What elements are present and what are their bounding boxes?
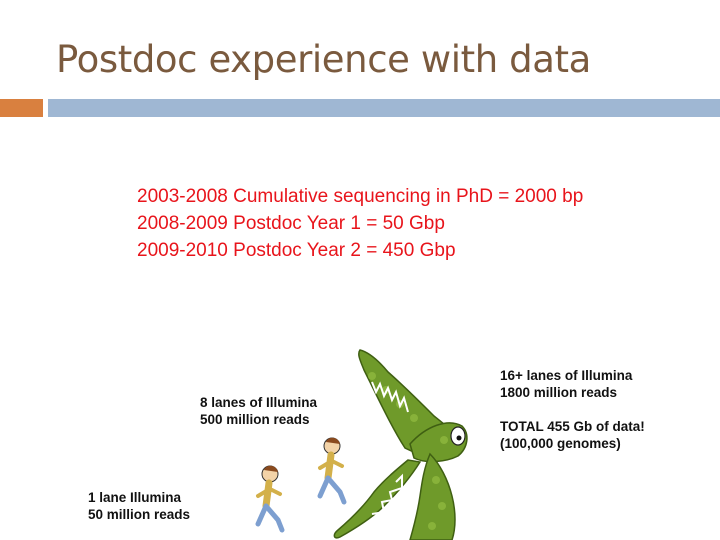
stat-line-postdoc-year-1: 2008-2009 Postdoc Year 1 = 50 Gbp [137,213,445,234]
annotation-16-lanes-line2: 1800 million reads [500,385,618,400]
annotation-16-lanes: 16+ lanes of Illumina 1800 million reads… [500,367,645,452]
annotation-16-lanes-line3: TOTAL 455 Gb of data! [500,419,645,434]
running-person-icon [317,437,347,505]
annotation-8-lanes: 8 lanes of Illumina 500 million reads [200,394,317,428]
annotation-8-lanes-line1: 8 lanes of Illumina [200,395,318,410]
crocodile-icon [333,349,468,540]
annotation-8-lanes-line2: 500 million reads [200,412,310,427]
slide-title: Postdoc experience with data [56,38,591,81]
title-accent-bar-orange [0,99,43,117]
stat-line-postdoc-year-2: 2009-2010 Postdoc Year 2 = 450 Gbp [137,240,456,261]
stat-list: 2003-2008 Cumulative sequencing in PhD =… [137,183,583,264]
stat-line-phd: 2003-2008 Cumulative sequencing in PhD =… [137,186,584,207]
data-crocodile-cartoon [255,349,468,540]
annotation-1-lane: 1 lane Illumina 50 million reads [88,489,190,523]
annotation-1-lane-line1: 1 lane Illumina [88,490,182,505]
annotation-1-lane-line2: 50 million reads [88,507,191,522]
running-person-icon [255,465,285,533]
annotation-16-lanes-line1: 16+ lanes of Illumina [500,368,633,383]
title-accent-bar-blue [48,99,720,117]
annotation-16-lanes-line4: (100,000 genomes) [500,436,621,451]
